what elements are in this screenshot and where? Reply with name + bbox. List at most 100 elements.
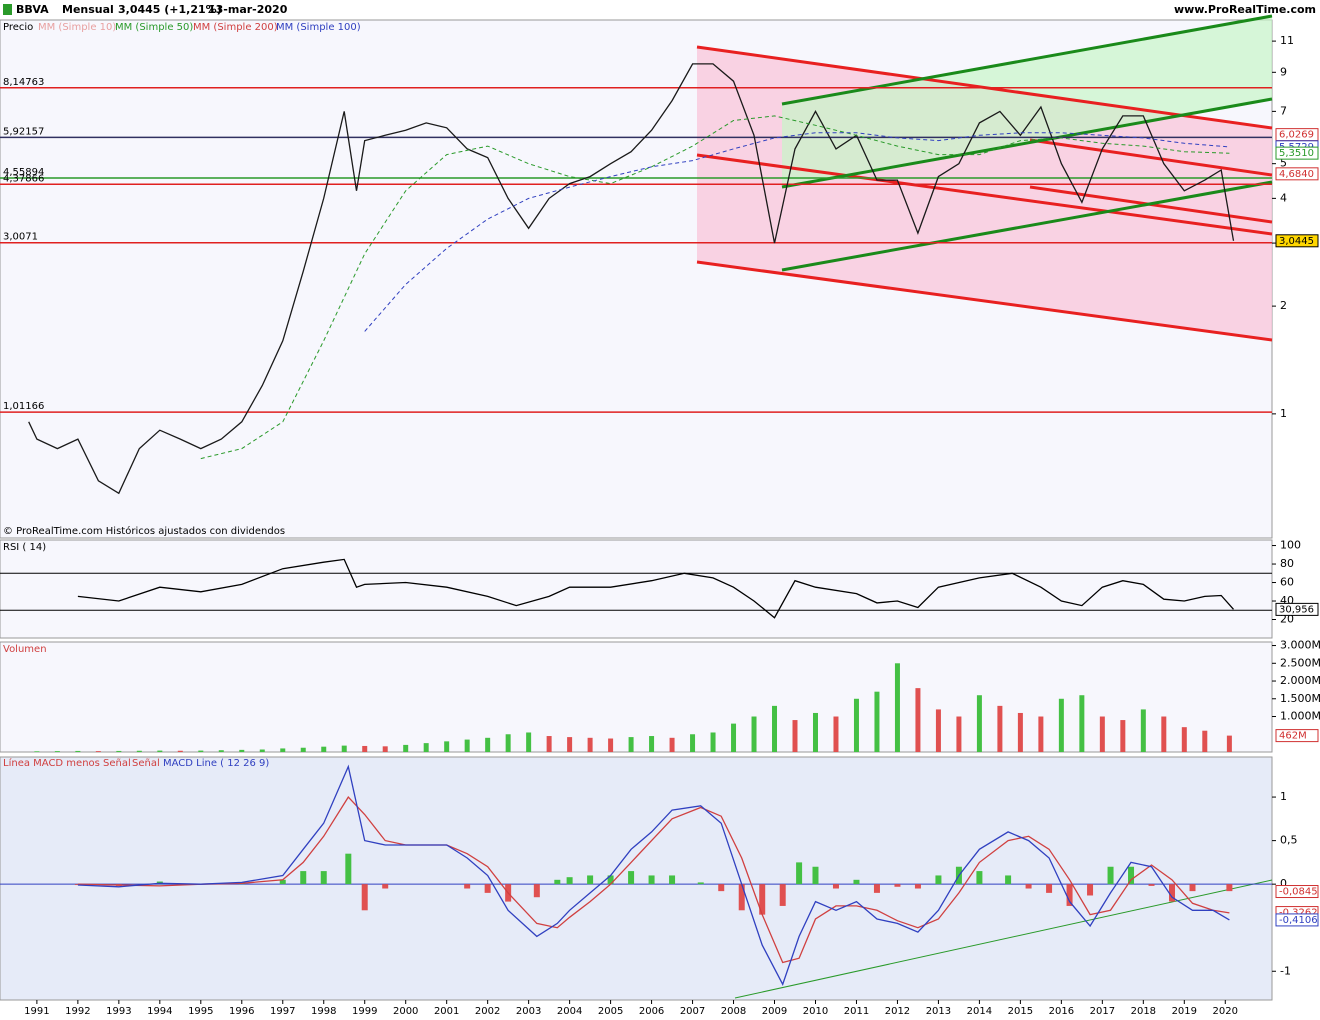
histogram-bar (1087, 884, 1094, 896)
histogram-bar (1107, 866, 1114, 885)
volume-bar (1226, 735, 1232, 752)
volume-bar (1140, 709, 1146, 752)
x-tick-label: 2010 (803, 1006, 828, 1017)
x-tick-label: 2009 (762, 1006, 787, 1017)
series-line (364, 132, 1230, 332)
y-tick-label: 1 (1280, 407, 1287, 420)
histogram-bar (759, 884, 766, 915)
x-tick-label: 2004 (557, 1006, 582, 1017)
histogram-bar (1128, 866, 1135, 885)
site: www.ProRealTime.com (1174, 3, 1316, 16)
histogram-bar (1226, 884, 1233, 892)
volume-bar (894, 663, 900, 752)
value-label: 3,0445 (1279, 236, 1314, 247)
histogram-bar (718, 884, 725, 892)
volume-bar (280, 748, 286, 752)
x-tick-label: 2018 (1131, 1006, 1156, 1017)
x-tick-label: 1995 (188, 1006, 213, 1017)
x-tick-label: 2001 (434, 1006, 459, 1017)
footnote: © ProRealTime.com Históricos ajustados c… (3, 525, 285, 537)
y-tick-label: 3.000M (1280, 639, 1320, 652)
volume-bar (628, 737, 634, 752)
volume-bar (526, 732, 532, 752)
volume-bar (587, 737, 593, 752)
panel-title: Volumen (3, 644, 47, 655)
x-tick-label: 2014 (967, 1006, 992, 1017)
series-line (77, 764, 1230, 986)
histogram-bar (607, 875, 614, 885)
histogram-bar (935, 875, 942, 885)
x-tick-label: 2007 (680, 1006, 705, 1017)
volume-bar (464, 739, 470, 752)
y-tick-label: 1 (1280, 790, 1287, 803)
x-tick-label: 2015 (1008, 1006, 1033, 1017)
histogram-bar (345, 853, 352, 885)
marks: 1234579118,147635,921574,558944,378663,0… (0, 34, 1320, 1017)
histogram-bar (648, 875, 655, 885)
level-label: 4,37866 (3, 173, 44, 184)
trend-line (781, 180, 1273, 272)
volume-bar (505, 734, 511, 752)
volume-bar (690, 734, 696, 752)
x-tick-label: 2003 (516, 1006, 541, 1017)
y-tick-label: 5 (1280, 157, 1287, 170)
date: 13-mar-2020 (208, 3, 288, 16)
trend-line (781, 97, 1273, 189)
series-line (77, 796, 1230, 964)
value-label: 4,6840 (1279, 169, 1314, 180)
x-tick-label: 1998 (311, 1006, 336, 1017)
trend-line (696, 260, 1273, 342)
level-label: 1,01166 (3, 401, 44, 412)
histogram-bar (914, 884, 921, 889)
histogram-bar (554, 879, 561, 885)
y-tick-label: 1.000M (1280, 710, 1320, 723)
volume-bar (731, 723, 737, 752)
histogram-bar (628, 871, 635, 885)
x-tick-label: 2002 (475, 1006, 500, 1017)
volume-bar (198, 750, 204, 752)
value-box (1275, 146, 1319, 160)
volume-bar (1161, 716, 1167, 752)
y-tick-label: 2.000M (1280, 674, 1320, 687)
volume-bar (546, 736, 552, 752)
y-tick-label: 7 (1280, 104, 1287, 117)
macd-trend-line (734, 879, 1273, 999)
volume-bar (116, 750, 122, 752)
volume-bar (54, 751, 60, 752)
volume-bar (341, 745, 347, 752)
level-label: 4,55894 (3, 167, 44, 178)
value-label: 30,956 (1279, 604, 1314, 615)
histogram-bar (382, 884, 389, 889)
level-label: 5,92157 (3, 126, 44, 137)
histogram-bar (812, 866, 819, 885)
y-tick-label: 9 (1280, 65, 1287, 78)
value-label: -0,3262 (1279, 908, 1318, 919)
symbol: BBVA (16, 3, 49, 16)
y-tick-label: 2.500M (1280, 656, 1320, 669)
x-tick-label: 2013 (926, 1006, 951, 1017)
histogram-bar (1025, 884, 1032, 889)
legend-item: MM (Simple 200) (193, 22, 278, 33)
value-label: -0,0845 (1279, 887, 1318, 898)
histogram-bar (1046, 884, 1053, 893)
volume-bar (157, 750, 163, 752)
histogram-bar (484, 884, 491, 893)
rsi-panel (0, 539, 1273, 639)
x-tick-label: 1992 (65, 1006, 90, 1017)
volume-bar (1079, 695, 1085, 752)
volume-bar (362, 745, 368, 752)
x-tick-label: 2006 (639, 1006, 664, 1017)
series-line (77, 558, 1234, 619)
volume-bar (444, 741, 450, 752)
volume-bar (300, 747, 306, 752)
y-tick-label: 60 (1280, 576, 1294, 589)
histogram-bar (894, 884, 901, 887)
y-tick-label: 0 (1280, 877, 1287, 890)
histogram-bar (832, 884, 839, 889)
logo (3, 4, 12, 15)
quote: 3,0445 (+1,21%) (118, 3, 222, 16)
volume-bar (792, 720, 798, 752)
volume-bar (403, 744, 409, 752)
histogram-bar (796, 862, 803, 885)
